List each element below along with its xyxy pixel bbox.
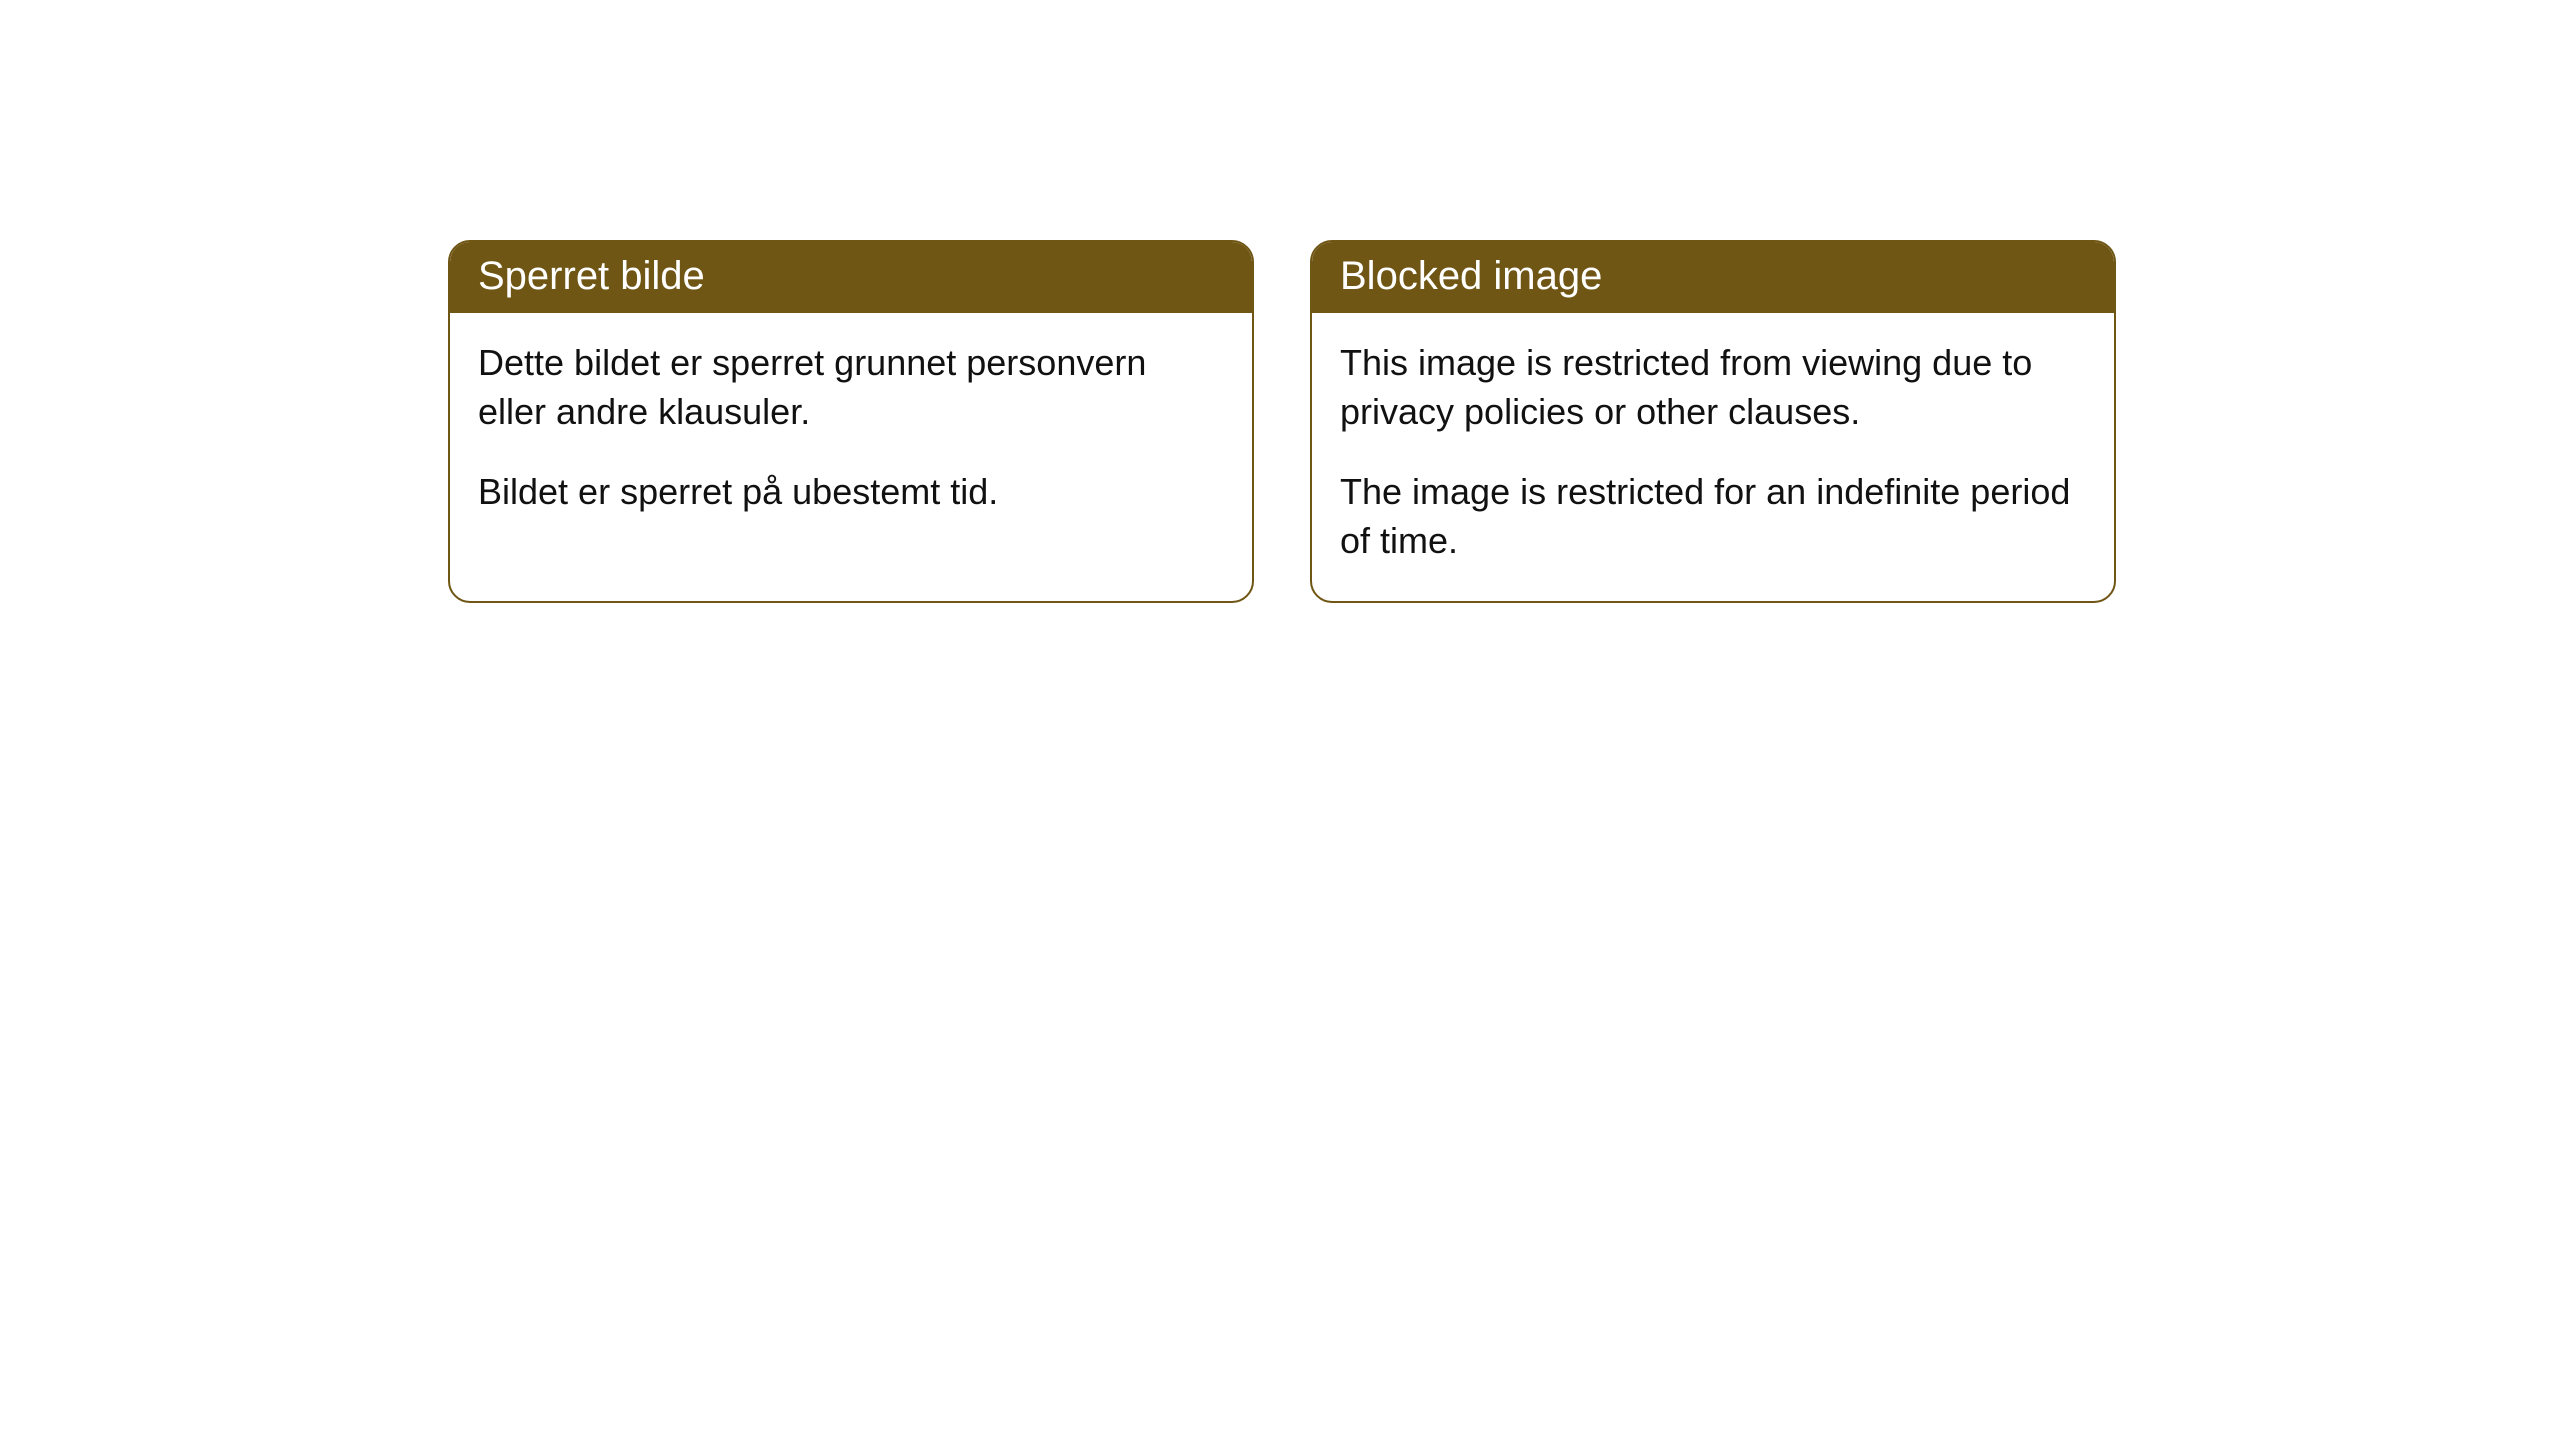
card-paragraph: The image is restricted for an indefinit… xyxy=(1340,468,2086,565)
card-paragraph: Dette bildet er sperret grunnet personve… xyxy=(478,339,1224,436)
card-header-norwegian: Sperret bilde xyxy=(450,242,1252,313)
card-english: Blocked image This image is restricted f… xyxy=(1310,240,2116,603)
card-body-norwegian: Dette bildet er sperret grunnet personve… xyxy=(450,313,1252,553)
card-body-english: This image is restricted from viewing du… xyxy=(1312,313,2114,601)
cards-container: Sperret bilde Dette bildet er sperret gr… xyxy=(0,0,2560,603)
card-paragraph: Bildet er sperret på ubestemt tid. xyxy=(478,468,1224,517)
card-paragraph: This image is restricted from viewing du… xyxy=(1340,339,2086,436)
card-header-english: Blocked image xyxy=(1312,242,2114,313)
card-norwegian: Sperret bilde Dette bildet er sperret gr… xyxy=(448,240,1254,603)
